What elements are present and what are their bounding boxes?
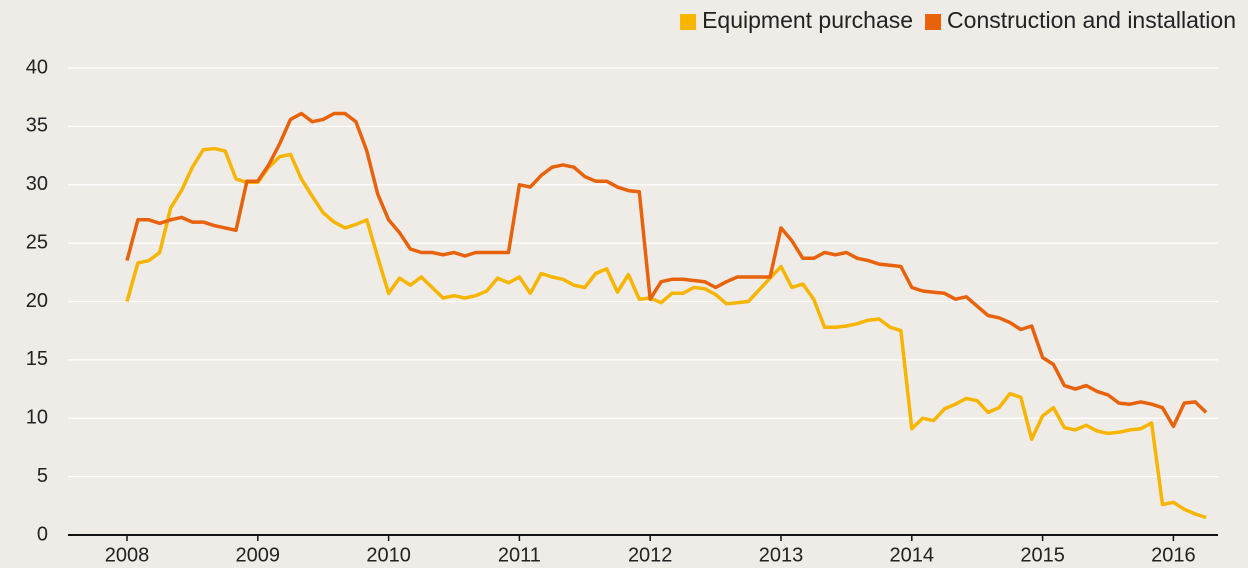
y-tick-label: 35	[26, 115, 48, 137]
x-tick-label: 2016	[1151, 544, 1196, 566]
y-tick-label: 20	[26, 290, 48, 312]
x-tick-label: 2010	[366, 544, 411, 566]
y-tick-label: 15	[26, 348, 48, 370]
line-series	[125, 146, 1207, 520]
x-tick-label: 2009	[236, 544, 281, 566]
y-tick-label: 10	[26, 407, 48, 429]
y-tick-label: 30	[26, 173, 48, 195]
x-tick-label: 2013	[759, 544, 804, 566]
y-tick-label: 25	[26, 231, 48, 253]
x-tick-label: 2012	[628, 544, 673, 566]
legend-label: Equipment purchase	[702, 7, 913, 33]
legend-swatch	[680, 14, 697, 30]
line-series	[125, 111, 1208, 429]
y-tick-label: 0	[37, 523, 48, 545]
x-tick-label: 2008	[105, 544, 150, 566]
x-tick-label: 2015	[1020, 544, 1065, 566]
y-tick-label: 40	[26, 56, 48, 78]
x-tick-label: 2014	[890, 544, 935, 566]
y-tick-label: 5	[37, 465, 48, 487]
legend-swatch	[925, 14, 942, 30]
x-tick-label: 2011	[498, 544, 541, 566]
legend-label: Construction and installation	[947, 7, 1236, 33]
